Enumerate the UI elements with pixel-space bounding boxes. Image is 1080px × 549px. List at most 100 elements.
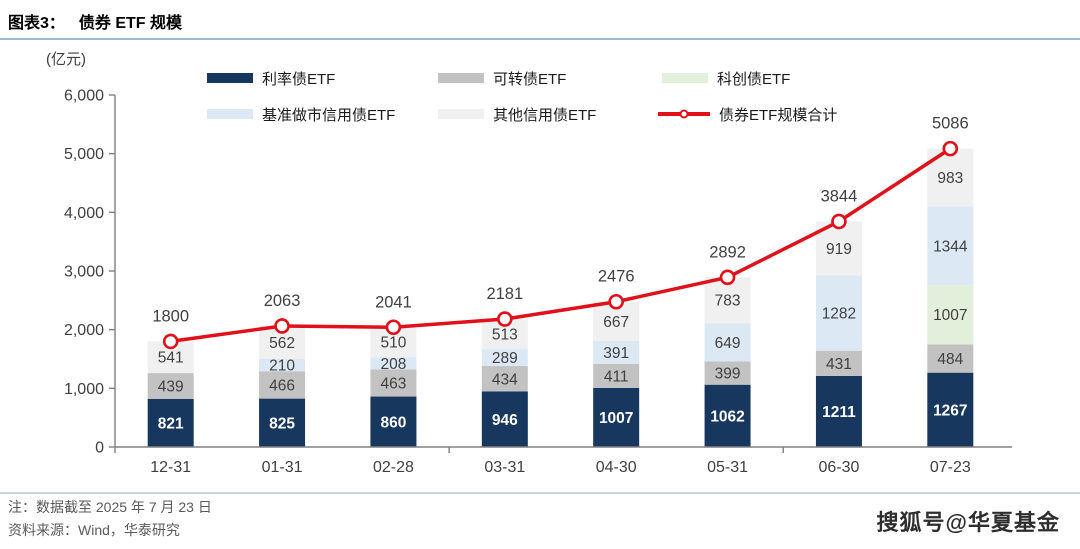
- segment-value-label: 1007: [933, 307, 967, 324]
- title-divider: [0, 38, 1080, 40]
- figure-number-label: 图表3：: [8, 15, 65, 32]
- segment-value-label: 783: [715, 293, 741, 310]
- legend-item-sci-tech-bond-etf: 科创债ETF: [662, 70, 791, 88]
- source-note: 资料来源：Wind，华泰研究: [8, 522, 180, 538]
- segment-value-label: 431: [826, 356, 852, 373]
- total-value-label: 2892: [709, 243, 746, 261]
- segment-value-label: 1267: [933, 402, 967, 419]
- total-line-marker: [719, 269, 736, 286]
- total-line-marker: [942, 140, 959, 157]
- bar-segment: [147, 373, 194, 399]
- x-category-label: 07-23: [930, 459, 971, 476]
- segment-value-label: 860: [381, 414, 407, 431]
- segment-value-label: 649: [715, 335, 741, 352]
- legend-swatch-navy: [207, 73, 253, 83]
- bar-segment: [815, 375, 862, 447]
- segment-value-label: 562: [269, 335, 295, 352]
- total-value-label: 5086: [932, 115, 969, 133]
- footer-divider: [0, 492, 1080, 494]
- segment-value-label: 513: [492, 327, 518, 344]
- segment-value-label: 391: [603, 345, 629, 362]
- total-value-label: 3844: [821, 187, 858, 205]
- total-line-marker: [385, 319, 402, 336]
- total-value-label: 2476: [598, 268, 635, 286]
- segment-value-label: 825: [269, 415, 295, 432]
- legend-item-rate-bond-etf: 利率债ETF: [207, 70, 336, 88]
- bar-segment: [704, 361, 751, 385]
- y-tick-label: 4,000: [64, 205, 104, 222]
- segment-value-label: 510: [381, 335, 407, 352]
- figure-title: 债券 ETF 规模: [78, 15, 183, 32]
- y-tick-label: 2,000: [64, 322, 104, 339]
- legend-label: 利率债ETF: [262, 70, 336, 88]
- bar-segment: [259, 371, 306, 399]
- legend-label: 可转债ETF: [493, 70, 567, 88]
- total-line-marker: [497, 311, 513, 327]
- total-line-marker: [608, 293, 624, 310]
- bar-segment: [815, 350, 862, 376]
- segment-value-label: 399: [715, 365, 741, 382]
- y-tick-label: 3,000: [64, 264, 104, 281]
- x-category-label: 02-28: [373, 459, 414, 476]
- segment-value-label: 411: [604, 368, 629, 385]
- bar-segment: [147, 398, 194, 447]
- watermark: 搜狐号@华夏基金: [876, 510, 1060, 535]
- figure-title-row: 图表3： 债券 ETF 规模: [8, 9, 182, 33]
- bar-segment: [259, 358, 306, 372]
- legend-item-other-credit-bond-etf: 其他信用债ETF: [438, 106, 596, 124]
- total-line-series: 1800 2063 2041 2181 2476 2892 3844 5086: [152, 115, 969, 350]
- segment-value-label: 210: [269, 358, 295, 375]
- segment-value-label: 1062: [710, 408, 744, 425]
- x-category-label: 03-31: [484, 459, 525, 476]
- segment-value-label: 919: [826, 241, 852, 258]
- segment-value-label: 1344: [933, 238, 968, 255]
- bar-segment: [370, 357, 417, 370]
- y-tick-label: 0: [95, 440, 104, 457]
- legend-label: 科创债ETF: [717, 70, 791, 88]
- bar-segment: [704, 384, 751, 447]
- segment-value-label: 463: [381, 375, 407, 392]
- x-category-label: 01-31: [262, 459, 303, 476]
- segment-value-labels: 821 439 541 825 466 210 562 860 463 208 510 946 434 2…: [158, 170, 968, 432]
- total-value-label: 2041: [375, 293, 412, 311]
- total-value-label: 2181: [486, 285, 523, 303]
- bar-segment: [593, 387, 640, 447]
- x-category-label: 06-30: [818, 459, 859, 476]
- total-line-marker: [162, 333, 179, 350]
- bar-segment: [704, 323, 751, 362]
- segment-value-label: 1211: [822, 404, 856, 421]
- segment-value-label: 439: [158, 378, 184, 395]
- bar-segment: [481, 391, 528, 447]
- segment-value-label: 667: [603, 314, 629, 331]
- bar-segment: [370, 369, 417, 397]
- x-category-label: 12-31: [150, 459, 191, 476]
- legend-circle-marker-icon: [679, 109, 689, 119]
- legend-swatch-gray: [438, 73, 484, 83]
- segment-value-label: 983: [937, 170, 963, 187]
- legend-swatch-green: [662, 73, 708, 83]
- bar-segment: [481, 349, 528, 367]
- footer-notes: 注：数据截至 2025 年 7 月 23 日 资料来源：Wind，华泰研究: [8, 496, 212, 542]
- y-tick-label: 5,000: [64, 146, 104, 163]
- segment-value-label: 434: [492, 371, 518, 388]
- segment-value-label: 208: [381, 356, 407, 373]
- total-line-marker: [831, 213, 847, 230]
- legend-item-total-line: 债券ETF规模合计: [658, 106, 838, 124]
- total-value-label: 2063: [264, 292, 301, 310]
- stacked-bars: [147, 148, 974, 447]
- bar-segment: [815, 275, 862, 351]
- segment-value-label: 541: [158, 350, 184, 367]
- total-value-label: 1800: [152, 307, 189, 325]
- y-tick-label: 6,000: [64, 88, 104, 105]
- segment-value-label: 946: [492, 412, 518, 429]
- segment-value-label: 289: [492, 350, 518, 367]
- bar-segment: [593, 340, 640, 364]
- legend-label: 债券ETF规模合计: [719, 106, 838, 124]
- bar-segment: [927, 344, 974, 373]
- segment-value-label: 1007: [599, 410, 633, 427]
- segment-value-label: 821: [158, 415, 184, 432]
- x-category-label: 04-30: [596, 459, 637, 476]
- total-line: [170, 147, 952, 344]
